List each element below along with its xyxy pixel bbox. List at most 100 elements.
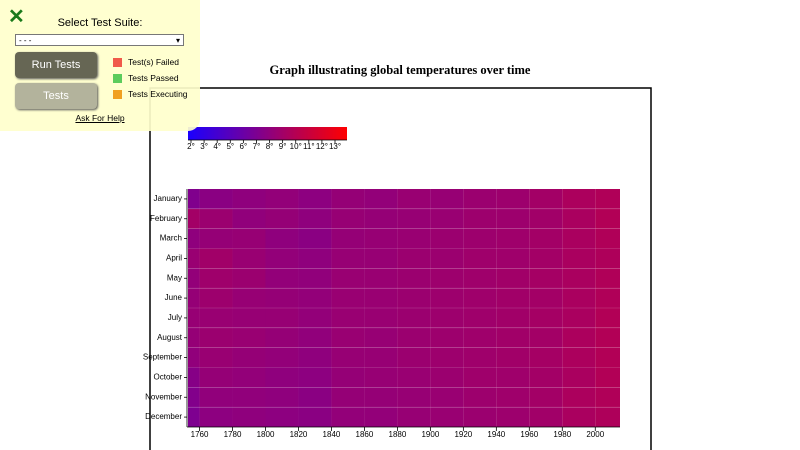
heat-cell	[265, 189, 299, 209]
heat-cell	[595, 189, 620, 209]
heat-cell	[595, 347, 620, 368]
heat-cell	[331, 367, 365, 388]
heat-cell	[463, 347, 497, 368]
heat-cell	[562, 308, 596, 328]
x-tick-label: 1880	[389, 430, 407, 439]
heat-cell	[331, 268, 365, 289]
heat-cell	[595, 367, 620, 388]
heat-cell	[496, 208, 530, 229]
legend-tick-label: 10°	[290, 142, 302, 151]
heat-cell	[529, 208, 563, 229]
x-tick-label: 1900	[421, 430, 439, 439]
heat-cell	[562, 288, 596, 308]
heat-cell	[562, 248, 596, 269]
heat-cell	[265, 367, 299, 388]
heat-cell	[430, 288, 464, 308]
heat-cell	[529, 288, 563, 308]
legend-tick-label: 9°	[279, 142, 287, 151]
heat-cell	[188, 327, 200, 348]
x-tick-label: 1820	[290, 430, 308, 439]
heat-cell	[529, 407, 563, 427]
heat-cell	[562, 347, 596, 368]
heat-cell	[529, 189, 563, 209]
heat-cell	[397, 268, 431, 289]
heat-cell	[364, 387, 398, 408]
heat-cell	[430, 268, 464, 289]
heat-cell	[265, 327, 299, 348]
heat-cell	[529, 387, 563, 408]
heat-cell	[232, 268, 266, 289]
heat-cell	[298, 248, 332, 269]
heat-cell	[430, 208, 464, 229]
legend-tick-label: 12°	[316, 142, 328, 151]
chart-frame	[149, 87, 652, 450]
heat-cell	[463, 288, 497, 308]
heat-cell	[397, 387, 431, 408]
heat-cell	[397, 189, 431, 209]
legend-label: Test(s) Failed	[128, 57, 180, 67]
heat-cell	[199, 228, 233, 249]
heat-cell	[562, 189, 596, 209]
y-tick-label: May	[167, 273, 182, 282]
heat-cell	[331, 327, 365, 348]
x-tick-label: 1980	[553, 430, 571, 439]
heat-cell	[529, 248, 563, 269]
x-tick-label: 1780	[224, 430, 242, 439]
heat-cell	[364, 308, 398, 328]
heat-cell	[430, 248, 464, 269]
heat-cell	[397, 308, 431, 328]
x-tick-label: 1860	[356, 430, 374, 439]
heat-cell	[298, 308, 332, 328]
heat-cell	[265, 407, 299, 427]
heat-cell	[364, 208, 398, 229]
heat-cell	[562, 268, 596, 289]
heat-cell	[430, 387, 464, 408]
legend-tick-label: 11°	[303, 142, 315, 151]
heat-cell	[463, 208, 497, 229]
tests-button[interactable]: Tests	[15, 83, 97, 109]
legend-item: Tests Executing	[113, 89, 188, 100]
heat-cell	[364, 327, 398, 348]
heat-cell	[265, 208, 299, 229]
heat-cell	[496, 288, 530, 308]
heat-cell	[463, 189, 497, 209]
heat-cell	[188, 248, 200, 269]
heat-cell	[397, 228, 431, 249]
heat-cell	[529, 228, 563, 249]
y-tick-label: January	[154, 194, 182, 203]
heat-cell	[188, 189, 200, 209]
heat-cell	[199, 367, 233, 388]
y-tick-label: February	[150, 214, 182, 223]
heat-cell	[595, 327, 620, 348]
heat-cell	[496, 347, 530, 368]
heat-cell	[331, 248, 365, 269]
suite-select[interactable]: - - - ▾	[15, 34, 184, 46]
heat-cell	[265, 288, 299, 308]
run-button[interactable]: Run Tests	[15, 52, 97, 78]
heat-cell	[529, 367, 563, 388]
heat-cell	[496, 228, 530, 249]
legend-tick-label: 3°	[200, 142, 208, 151]
heat-cell	[562, 208, 596, 229]
heat-cell	[232, 189, 266, 209]
heat-cell	[562, 228, 596, 249]
heat-cell	[430, 327, 464, 348]
x-tick-label: 1940	[487, 430, 505, 439]
close-button[interactable]: ✕	[8, 6, 25, 28]
heat-cell	[595, 308, 620, 328]
legend-tick-label: 6°	[240, 142, 248, 151]
help-link[interactable]: Ask For Help	[75, 113, 125, 123]
heat-cell	[188, 208, 200, 229]
heat-cell	[496, 367, 530, 388]
heat-cell	[298, 208, 332, 229]
heat-cell	[232, 387, 266, 408]
heat-cell	[364, 189, 398, 209]
heat-cell	[298, 189, 332, 209]
heat-cell	[397, 327, 431, 348]
heat-cell	[430, 189, 464, 209]
heat-cell	[199, 347, 233, 368]
heat-cell	[595, 288, 620, 308]
heat-cell	[199, 387, 233, 408]
chart-title: Graph illustrating global temperatures o…	[269, 63, 531, 77]
